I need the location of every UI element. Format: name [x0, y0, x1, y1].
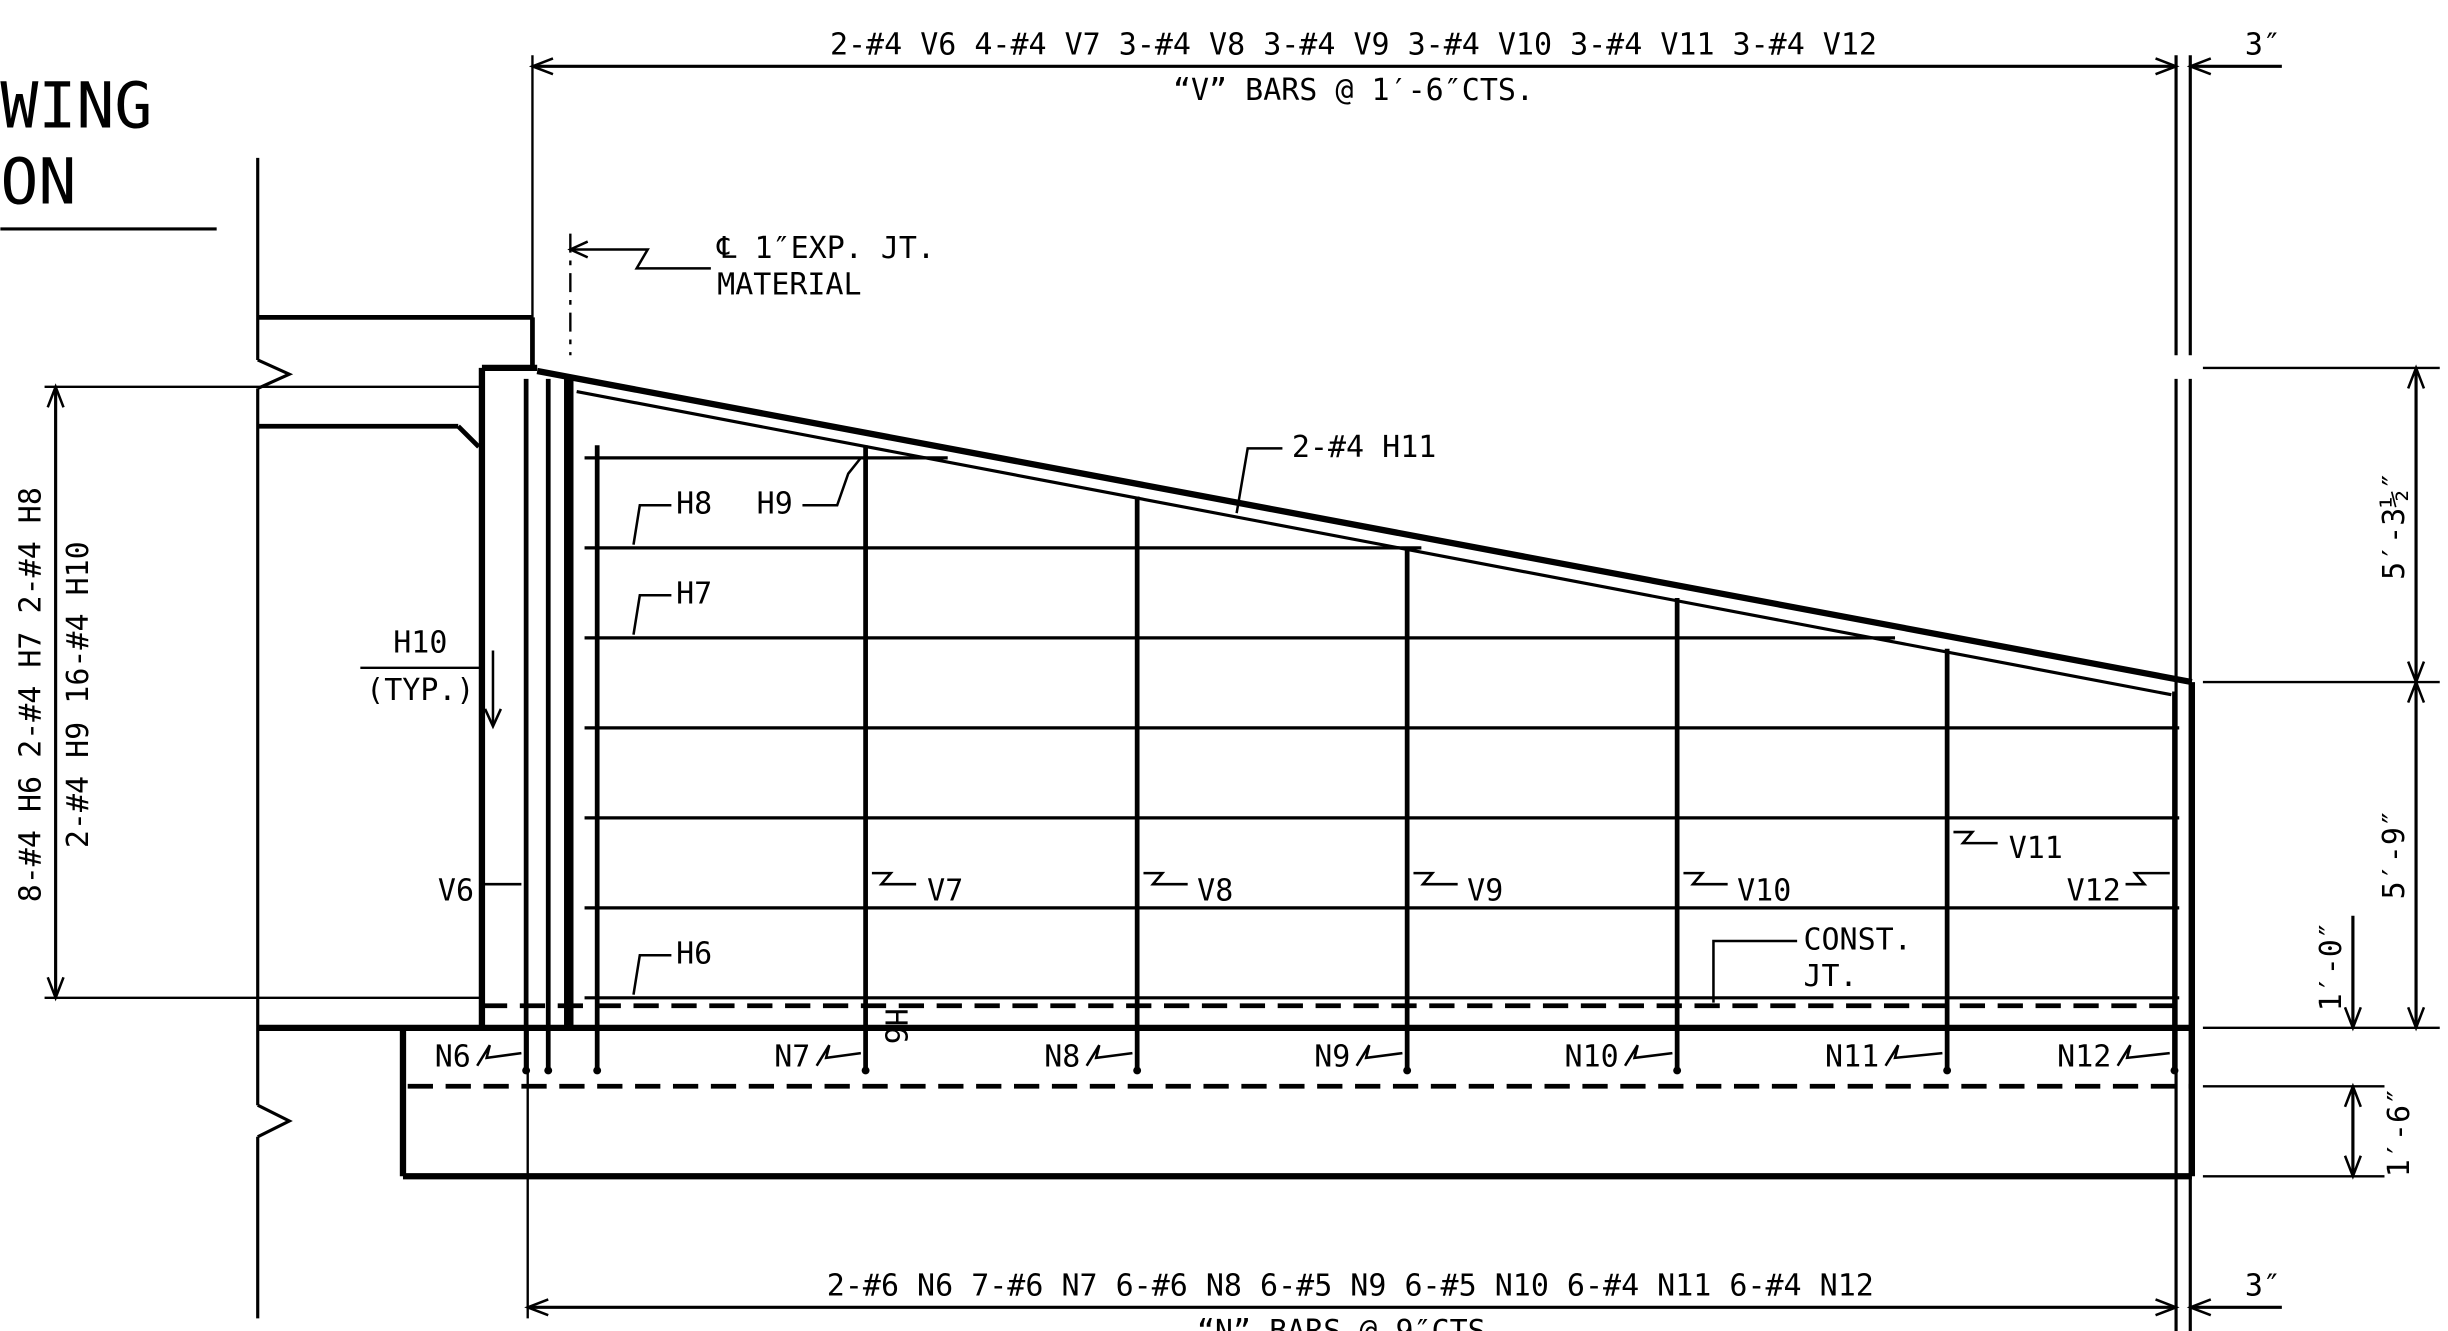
label: H6 — [676, 937, 712, 972]
label: 2-#4 H11 — [1292, 430, 1436, 465]
leader — [528, 57, 554, 76]
leader — [632, 503, 672, 545]
leader — [2155, 1298, 2180, 1317]
leader — [1235, 447, 1283, 514]
label: JT. — [1803, 959, 1857, 994]
leader — [2406, 678, 2426, 704]
leader — [1355, 1044, 1403, 1067]
leader — [802, 457, 862, 507]
label: N8 — [1044, 1039, 1080, 1074]
bar-end — [1403, 1066, 1412, 1075]
leader — [1884, 1044, 1943, 1067]
bar-end — [544, 1066, 553, 1075]
leader — [1143, 871, 1188, 886]
label: 2-#4 H9 16-#4 H10 — [61, 541, 96, 848]
leader — [1085, 1044, 1133, 1067]
label: V11 — [2009, 831, 2063, 866]
label: V12 — [2067, 874, 2121, 909]
leader — [2155, 57, 2180, 76]
line — [536, 367, 2193, 686]
label: H9 — [757, 487, 793, 522]
label: ℄ 1″EXP. JT. — [716, 231, 935, 266]
label: V6 — [438, 874, 474, 909]
leader — [1683, 871, 1728, 886]
bar-end — [1133, 1066, 1142, 1075]
label: H10 — [393, 626, 447, 661]
leader — [632, 593, 672, 635]
leader — [2406, 364, 2426, 389]
label: N10 — [1565, 1039, 1619, 1074]
leader — [1953, 830, 1998, 845]
leader — [257, 1103, 293, 1139]
leader — [815, 1044, 862, 1067]
label: “N” BARS @ 9″CTS. — [1197, 1314, 1504, 1331]
bar-end — [593, 1066, 602, 1075]
leader — [1712, 939, 1798, 1003]
label: ON — [0, 144, 76, 218]
leader — [483, 708, 503, 730]
leader — [1623, 1044, 1673, 1067]
label: 2-#4 V6 4-#4 V7 3-#4 V8 3-#4 V9 3-#4 V10… — [830, 27, 1877, 62]
bar-end — [861, 1066, 870, 1075]
label: N6 — [435, 1039, 471, 1074]
label: 1′-0″ — [2314, 921, 2349, 1011]
label: WING — [0, 69, 152, 143]
label: 2-#6 N6 7-#6 N7 6-#6 N8 6-#5 N9 6-#5 N10… — [827, 1268, 1874, 1303]
label: 5′-9″ — [2377, 809, 2412, 899]
leader — [2343, 1082, 2362, 1108]
label: MATERIAL — [717, 267, 861, 302]
label: N11 — [1825, 1039, 1879, 1074]
leader — [570, 248, 711, 270]
leader — [257, 358, 294, 390]
label: “V” BARS @ 1′-6″CTS. — [1173, 73, 1534, 108]
bar-end — [1673, 1066, 1682, 1075]
bar-end — [522, 1066, 531, 1075]
label: 5′-3½″ — [2377, 472, 2412, 580]
label: CONST. — [1803, 923, 1911, 958]
label: H7 — [676, 577, 712, 612]
label: 8-#4 H6 2-#4 H7 2-#4 H8 — [13, 487, 48, 902]
label: N12 — [2057, 1039, 2111, 1074]
label: H6 — [878, 1008, 913, 1044]
label: H8 — [676, 487, 712, 522]
leader — [476, 1044, 522, 1067]
leader — [871, 871, 917, 886]
leader — [2125, 871, 2170, 886]
leader — [2343, 1155, 2362, 1180]
leader — [46, 976, 65, 1002]
leader — [1413, 871, 1458, 886]
leader — [2406, 1006, 2426, 1032]
label: V8 — [1197, 874, 1233, 909]
label: N7 — [774, 1039, 810, 1074]
leader — [2343, 1006, 2362, 1032]
leader — [2186, 1298, 2212, 1317]
label: V10 — [1737, 874, 1791, 909]
label: (TYP.) — [366, 673, 474, 708]
line — [576, 390, 2172, 697]
leader — [2186, 57, 2212, 76]
leader — [456, 424, 481, 449]
label: 1′-6″ — [2382, 1087, 2417, 1177]
leader — [632, 953, 672, 995]
leader — [567, 240, 589, 259]
leader — [46, 383, 65, 408]
label: 3″ — [2245, 1268, 2281, 1303]
label: 3″ — [2245, 27, 2281, 62]
leader — [2116, 1044, 2170, 1067]
label: V9 — [1467, 874, 1503, 909]
label: V7 — [927, 874, 963, 909]
leader — [524, 1298, 549, 1317]
label: N9 — [1314, 1039, 1350, 1074]
bar-end — [1943, 1066, 1952, 1075]
